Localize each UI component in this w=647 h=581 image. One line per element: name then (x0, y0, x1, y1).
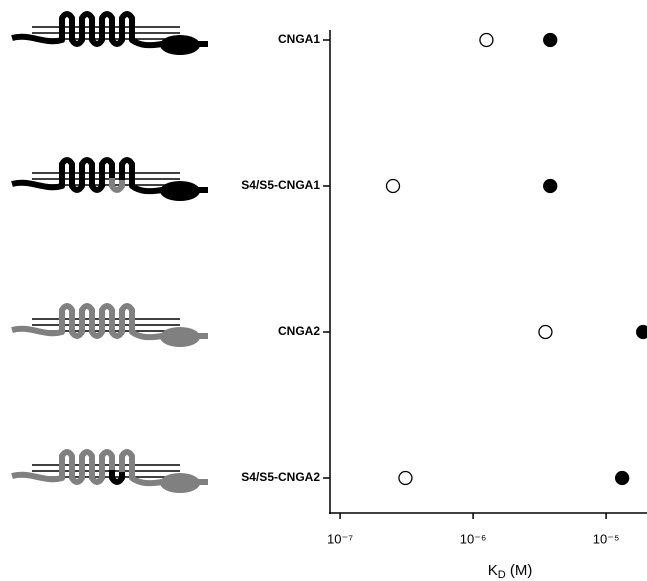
y-tick-label: CNGA1 (278, 32, 320, 46)
open-point (479, 32, 494, 48)
open-point (398, 470, 413, 486)
cartoon-s4s5-cnga1 (11, 157, 208, 201)
x-tick-label: 10⁻⁷ (327, 531, 353, 546)
y-tick-label: S4/S5-CNGA2 (241, 470, 320, 484)
filled-point (543, 32, 558, 48)
x-axis-label-main: K (488, 562, 498, 579)
cartoon-cnga1 (11, 11, 208, 55)
x-axis-label-unit: (M) (506, 562, 533, 579)
y-tick-label: CNGA2 (278, 324, 320, 338)
filled-point (543, 178, 558, 194)
open-point (385, 178, 401, 194)
x-axis-label-sub: D (498, 569, 506, 581)
filled-point (614, 470, 630, 486)
cartoon-s4s5-cnga2 (11, 449, 208, 493)
x-tick-label: 10⁻⁵ (593, 531, 620, 546)
open-point (538, 324, 553, 340)
filled-point (636, 324, 647, 340)
x-tick-label: 10⁻⁶ (460, 531, 487, 546)
x-axis-label: KD (M) (488, 562, 533, 581)
y-tick-label: S4/S5-CNGA1 (241, 178, 320, 192)
cartoon-cnga2 (11, 303, 208, 347)
